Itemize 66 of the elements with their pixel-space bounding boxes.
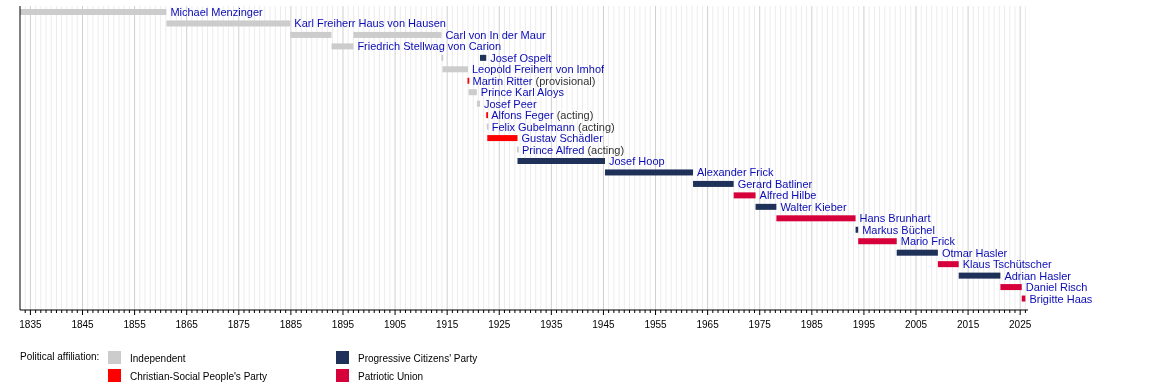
x-tick-label: 1895 — [331, 319, 355, 330]
bar — [517, 158, 605, 164]
bar — [693, 180, 734, 187]
legend-label: Christian-Social People's Party — [130, 371, 267, 382]
y-tick-label: Leopold Freiherr von Imhof — [472, 63, 606, 76]
x-tick-label: 1925 — [488, 319, 511, 330]
bar — [958, 272, 1001, 279]
x-tick-label: 1855 — [123, 319, 147, 330]
y-tick-label: Prince Karl Aloys — [480, 86, 565, 99]
bar — [896, 249, 938, 256]
bar — [1000, 284, 1022, 291]
y-tick-label: Karl Freiherr Haus von Hausen — [294, 17, 446, 30]
bar — [487, 135, 518, 142]
y-tick-label: Josef Hoop — [609, 155, 665, 167]
x-tick-label: 1935 — [540, 319, 563, 330]
y-tick-label: Adrian Hasler — [1004, 269, 1072, 282]
legend-label: Independent — [130, 353, 186, 364]
x-tick-label: 1835 — [19, 319, 42, 330]
x-tick-label: 2025 — [1009, 319, 1032, 330]
y-tick-label: Gustav Schädler — [521, 132, 604, 145]
bar — [605, 169, 694, 176]
x-tick-label: 1995 — [852, 319, 876, 330]
legend-title: Political affiliation: — [20, 351, 100, 362]
x-tick-label: 1975 — [748, 319, 772, 330]
y-tick-label: Josef Ospelt — [490, 51, 552, 64]
bar — [755, 203, 777, 210]
y-tick-label: Hans Brunhart — [859, 212, 931, 225]
y-tick-label: Martin Ritter (provisional) — [472, 74, 596, 87]
bar — [937, 261, 959, 268]
x-tick-label: 1875 — [227, 319, 251, 330]
bar — [776, 215, 856, 222]
x-tick-label: 2005 — [904, 319, 928, 330]
x-tick-label: 1865 — [175, 319, 199, 330]
bar — [479, 54, 487, 61]
y-tick-label: Alexander Frick — [697, 166, 774, 179]
x-tick-label: 1905 — [383, 319, 407, 330]
bar — [858, 238, 897, 245]
y-tick-label: Otmar Hasler — [941, 246, 1008, 259]
y-tick-label: Markus Büchel — [862, 223, 935, 236]
y-tick-label: Friedrich Stellwag von Carion — [357, 40, 502, 53]
legend-label: Progressive Citizens' Party — [358, 353, 478, 364]
y-tick-label: Daniel Risch — [1025, 281, 1088, 294]
y-tick-label: Klaus Tschütscher — [962, 258, 1053, 271]
y-tick-label: Felix Gubelmann (acting) — [491, 120, 615, 133]
y-tick-label: Alfons Feger (acting) — [491, 109, 594, 122]
y-tick-label: Alfred Hilbe — [759, 189, 817, 202]
x-tick-label: 1965 — [696, 319, 720, 330]
y-tick-label: Walter Kieber — [780, 200, 847, 213]
x-tick-label: 1885 — [279, 319, 303, 330]
x-tick-label: 2015 — [956, 319, 980, 330]
bar — [468, 89, 477, 96]
y-tick-label: Gerard Batliner — [737, 177, 813, 190]
x-tick-label: 1985 — [800, 319, 824, 330]
legend-label: Patriotic Union — [358, 371, 424, 382]
y-tick-label: Prince Alfred (acting) — [522, 143, 625, 156]
x-tick-label: 1845 — [71, 319, 95, 330]
bar — [733, 192, 756, 199]
y-tick-label: Josef Peer — [483, 97, 537, 110]
x-tick-label: 1915 — [436, 319, 459, 330]
y-tick-label: Carl von In der Maur — [445, 28, 547, 41]
bar — [476, 100, 480, 107]
x-tick-label: 1945 — [592, 319, 615, 330]
y-tick-label: Michael Menzinger — [170, 6, 264, 18]
y-tick-label: Brigitte Haas — [1029, 292, 1093, 305]
y-tick-label: Mario Frick — [900, 235, 956, 248]
x-tick-label: 1955 — [644, 319, 668, 330]
